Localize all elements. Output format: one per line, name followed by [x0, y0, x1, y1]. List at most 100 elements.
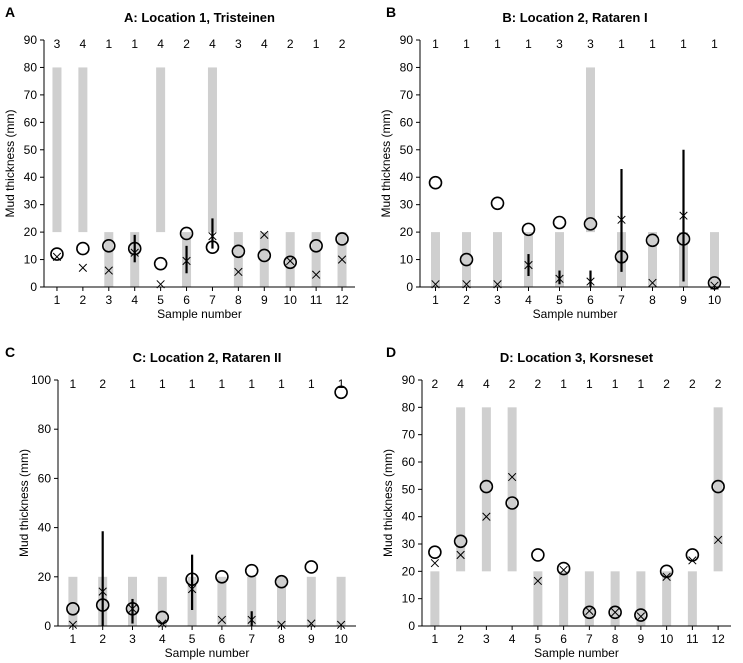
circle-marker: [127, 241, 142, 256]
cross-marker: [336, 620, 346, 629]
cross-stroke: [78, 263, 88, 272]
y-tick-label: 70: [24, 88, 38, 102]
cross-marker: [277, 620, 286, 629]
circle-marker: [459, 252, 474, 267]
circle-marker: [608, 605, 622, 620]
x-tick-label: 3: [483, 632, 490, 646]
x-tick-label: 6: [183, 293, 190, 307]
cross-stroke: [187, 584, 197, 594]
sample-count: 1: [432, 37, 439, 51]
cross-marker: [617, 215, 626, 224]
x-tick-label: 2: [80, 293, 87, 307]
y-tick-label: 20: [402, 564, 416, 578]
range-bar: [533, 571, 543, 626]
y-tick-label: 0: [30, 280, 37, 294]
cross-marker: [482, 512, 491, 521]
sample-count: 1: [463, 37, 470, 51]
sample-count: 1: [525, 37, 532, 51]
x-tick-label: 5: [189, 632, 196, 646]
range-bar: [662, 571, 672, 626]
range-bar: [636, 571, 646, 626]
range-bar: [277, 576, 286, 626]
cross-stroke: [98, 587, 107, 596]
range-bar: [431, 232, 440, 287]
x-tick-label: 10: [334, 632, 348, 646]
sample-count: 4: [457, 377, 464, 391]
sample-count: 2: [183, 37, 190, 51]
range-bar: [336, 576, 346, 626]
cross-stroke: [533, 576, 543, 586]
x-axis-label: Sample number: [534, 646, 619, 660]
cross-stroke: [524, 260, 533, 270]
y-tick-label: 50: [400, 143, 414, 157]
circle-marker: [335, 232, 349, 246]
y-tick-label: 40: [24, 170, 38, 184]
x-tick-label: 12: [335, 293, 349, 307]
cross-stroke: [182, 256, 191, 266]
circle-marker: [634, 608, 648, 622]
range-bar: [285, 232, 295, 287]
y-tick-label: 60: [24, 115, 38, 129]
sample-count: 1: [680, 37, 687, 51]
range-bar: [104, 232, 114, 287]
cross-marker: [311, 270, 321, 279]
range-bar: [555, 232, 564, 287]
cross-marker: [431, 280, 440, 289]
cross-stroke: [507, 472, 517, 482]
cross-stroke: [636, 612, 646, 621]
panel-title: A: Location 1, Tristeinen: [124, 10, 275, 25]
y-tick-label: 30: [402, 537, 416, 551]
x-tick-label: 4: [159, 632, 166, 646]
circle-marker: [711, 479, 725, 494]
circle-marker: [76, 241, 90, 256]
circle-marker: [676, 232, 691, 246]
circle-marker: [125, 601, 140, 616]
circle-marker: [645, 233, 660, 248]
y-tick-label: 100: [31, 373, 51, 387]
x-tick-label: 9: [680, 293, 687, 307]
y-axis-label: Mud thickness (mm): [379, 109, 393, 217]
cross-stroke: [277, 620, 286, 629]
cross-marker: [128, 604, 137, 613]
y-tick-label: 10: [402, 592, 416, 606]
sample-count: 4: [157, 37, 164, 51]
x-tick-label: 1: [70, 632, 77, 646]
cross-marker: [648, 278, 657, 288]
x-tick-label: 1: [54, 293, 61, 307]
sample-count: 1: [638, 377, 645, 391]
sample-count: 1: [278, 377, 285, 391]
cross-stroke: [337, 255, 347, 264]
cross-marker: [247, 615, 256, 625]
range-bar: [52, 67, 62, 233]
range-bar: [710, 232, 719, 287]
circle-marker: [101, 239, 116, 253]
cross-marker: [555, 274, 564, 283]
sample-count: 1: [189, 377, 196, 391]
cross-marker: [286, 256, 295, 266]
sample-count: 1: [649, 37, 656, 51]
cross-marker: [156, 280, 165, 289]
cross-marker: [462, 280, 471, 289]
sample-count: 2: [432, 377, 439, 391]
x-tick-label: 7: [209, 293, 216, 307]
cross-stroke: [104, 266, 113, 275]
range-bar: [233, 232, 243, 287]
range-bar: [586, 67, 595, 233]
circle-marker: [215, 569, 229, 584]
cross-stroke: [648, 278, 657, 288]
y-tick-label: 90: [24, 33, 38, 47]
cross-stroke: [617, 215, 626, 224]
cross-stroke: [260, 230, 269, 240]
x-tick-label: 3: [494, 293, 501, 307]
y-tick-label: 40: [400, 170, 414, 184]
cross-stroke: [482, 512, 491, 521]
y-tick-label: 40: [402, 510, 416, 524]
x-tick-label: 4: [525, 293, 532, 307]
cross-marker: [78, 263, 88, 272]
range-bar: [610, 571, 620, 626]
x-tick-label: 7: [248, 632, 255, 646]
cross-stroke: [456, 550, 465, 560]
range-bar: [68, 576, 78, 626]
sample-count: 1: [338, 377, 345, 391]
